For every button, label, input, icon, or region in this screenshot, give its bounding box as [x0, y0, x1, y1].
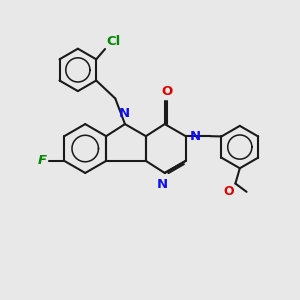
- Text: O: O: [161, 85, 172, 98]
- Text: O: O: [223, 185, 234, 198]
- Text: N: N: [157, 178, 168, 191]
- Text: N: N: [190, 130, 201, 143]
- Text: N: N: [119, 107, 130, 120]
- Text: Cl: Cl: [106, 35, 121, 48]
- Text: F: F: [38, 154, 47, 167]
